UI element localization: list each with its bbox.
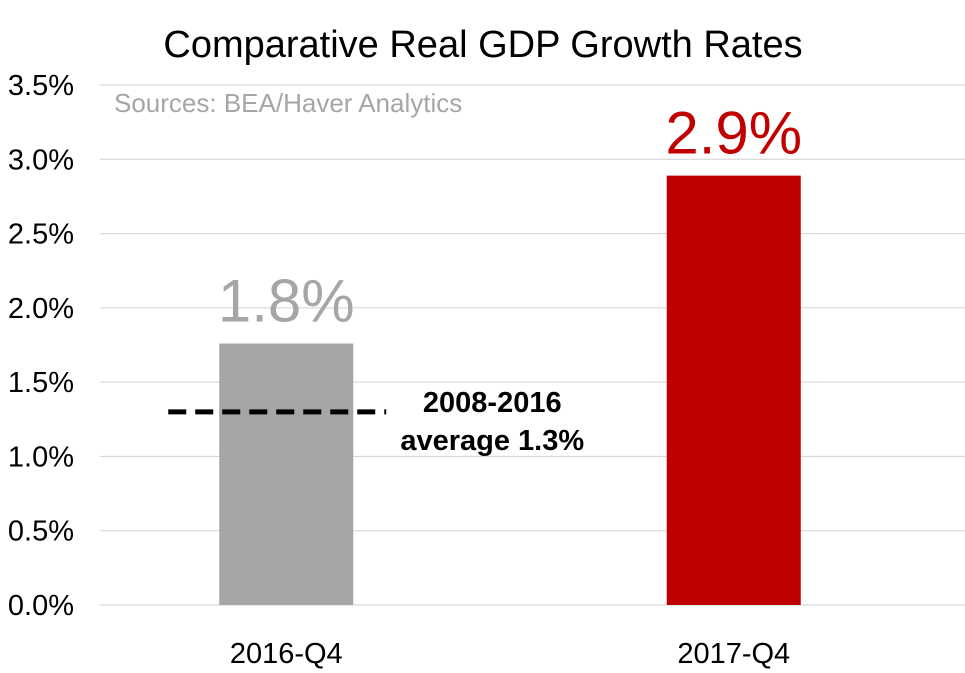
y-tick-label: 1.5% <box>8 367 74 399</box>
chart-source: Sources: BEA/Haver Analytics <box>114 88 462 118</box>
data-label: 2.9% <box>665 100 802 167</box>
bar-2017-q4 <box>666 175 801 605</box>
y-tick-label: 3.0% <box>8 144 74 176</box>
data-label: 1.8% <box>218 268 355 335</box>
chart-title: Comparative Real GDP Growth Rates <box>163 24 802 66</box>
x-tick-label: 2016-Q4 <box>230 638 343 670</box>
y-tick-label: 3.5% <box>8 70 74 102</box>
y-axis: 0.0% 0.5% 1.0% 1.5% 2.0% 2.5% 3.0% 3.5% <box>8 70 74 622</box>
bar-2016-q4 <box>219 343 354 605</box>
y-tick-label: 2.0% <box>8 293 74 325</box>
y-tick-label: 0.0% <box>8 590 74 622</box>
reference-line-label: average 1.3% <box>400 425 584 457</box>
y-tick-label: 0.5% <box>8 516 74 548</box>
reference-line-group: 2008-2016 average 1.3% <box>168 387 584 457</box>
x-axis: 2016-Q4 2017-Q4 <box>230 638 790 670</box>
reference-line-label: 2008-2016 <box>423 387 562 419</box>
x-tick-label: 2017-Q4 <box>677 638 790 670</box>
data-labels: 1.8% 2.9% <box>218 100 802 335</box>
bars <box>219 175 801 605</box>
y-tick-label: 1.0% <box>8 441 74 473</box>
y-tick-label: 2.5% <box>8 219 74 251</box>
